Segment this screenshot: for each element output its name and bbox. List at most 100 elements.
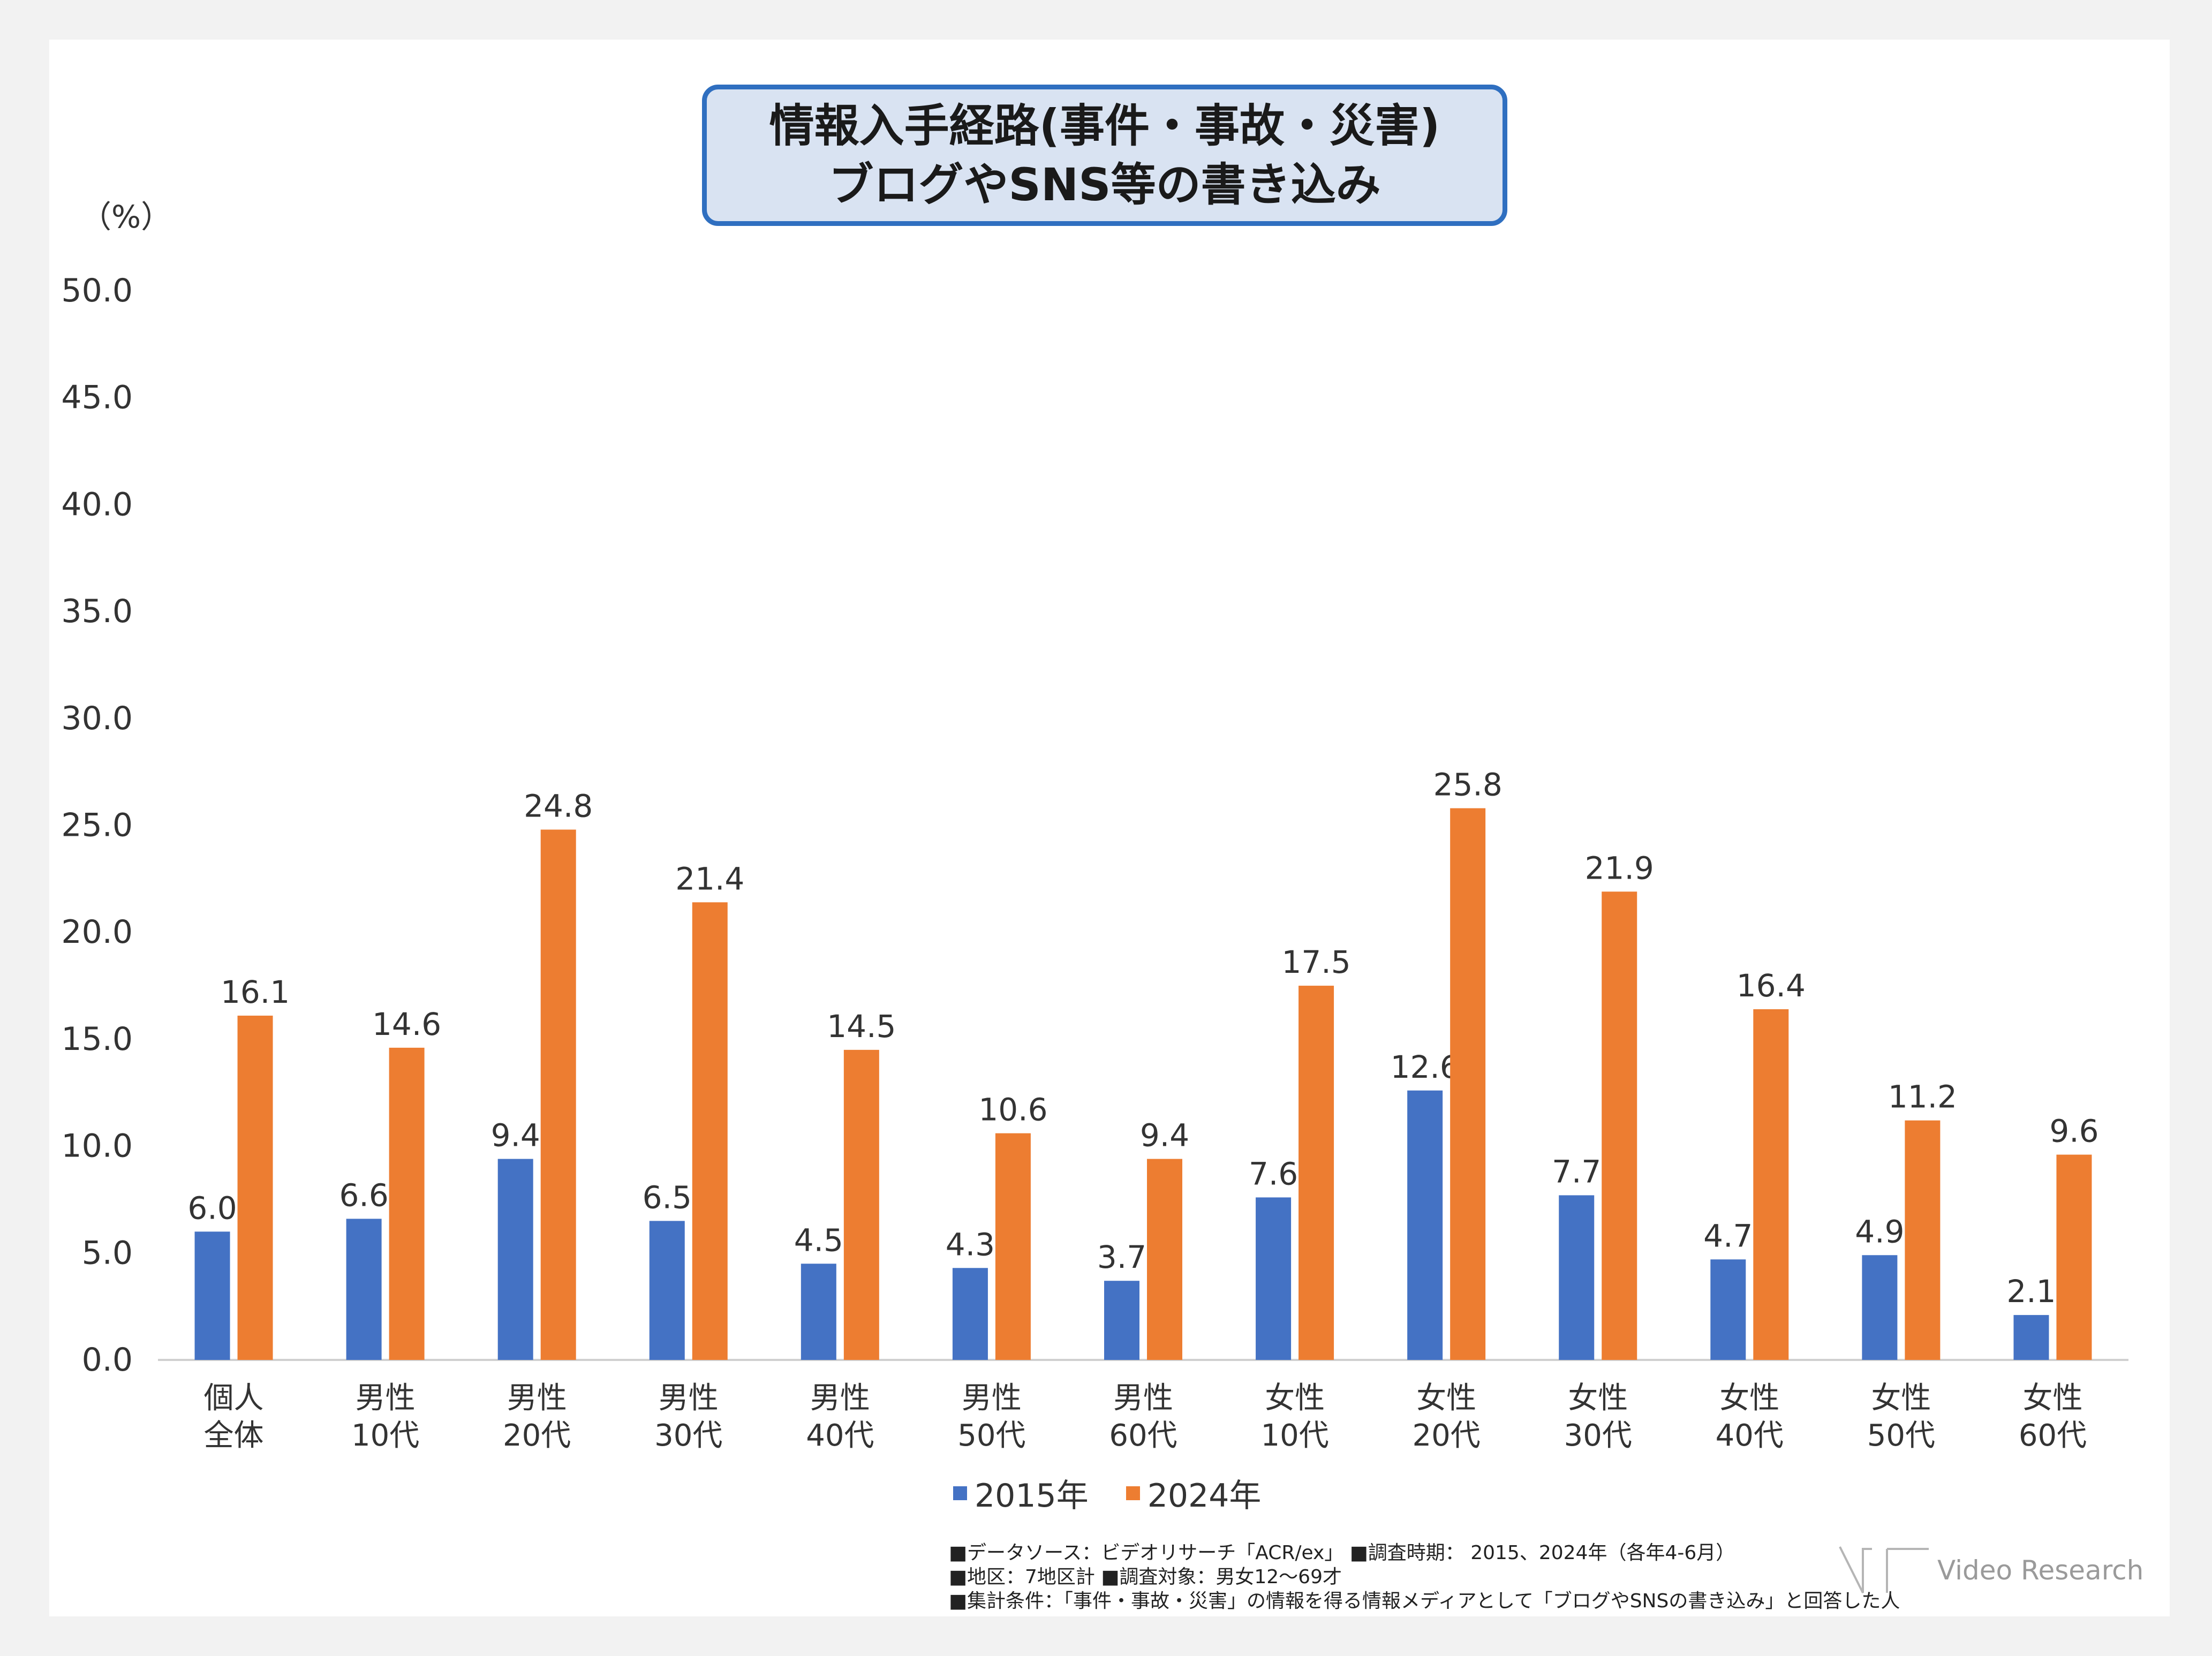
logo-text: Video Research	[1937, 1554, 2144, 1586]
bar-2024年-8	[1450, 808, 1486, 1360]
y-axis-unit: （%）	[80, 199, 172, 235]
data-label: 16.4	[1737, 967, 1806, 1004]
legend-swatch-2015	[953, 1486, 967, 1500]
x-tick-label: 男性	[810, 1381, 870, 1416]
x-tick-label: 男性	[507, 1381, 567, 1416]
x-tick-label: 40代	[806, 1418, 874, 1453]
bar-2024年-5	[995, 1133, 1031, 1360]
y-tick-label: 30.0	[61, 700, 133, 737]
bar-2015年-12	[2013, 1315, 2049, 1360]
data-label: 9.4	[1140, 1117, 1189, 1154]
y-tick-label: 50.0	[61, 272, 133, 309]
bar-2024年-12	[2056, 1154, 2092, 1360]
bar-2015年-0	[194, 1231, 230, 1360]
bar-2015年-10	[1710, 1259, 1746, 1360]
x-tick-label: 20代	[503, 1418, 571, 1453]
data-label: 7.6	[1249, 1155, 1298, 1192]
legend-label-2024: 2024年	[1147, 1477, 1262, 1515]
bar-2024年-3	[692, 902, 728, 1360]
footnote-area: ■地区：7地区計 ■調査対象：男女12～69才	[949, 1566, 1342, 1588]
data-label: 11.2	[1888, 1079, 1957, 1115]
x-tick-label: 20代	[1413, 1418, 1481, 1453]
x-tick-label: 女性	[1568, 1381, 1628, 1416]
bar-2015年-2	[497, 1159, 533, 1360]
x-tick-label: 男性	[356, 1381, 416, 1416]
bar-2024年-10	[1753, 1009, 1789, 1360]
data-label: 2.1	[2006, 1273, 2056, 1310]
chart-title: 情報入手経路(事件・事故・災害)	[769, 100, 1440, 152]
data-label: 9.4	[491, 1117, 540, 1154]
bar-2015年-8	[1407, 1090, 1443, 1360]
x-tick-label: 40代	[1716, 1418, 1784, 1453]
y-tick-label: 10.0	[61, 1128, 133, 1165]
chart-title-box: 情報入手経路(事件・事故・災害) ブログやSNS等の書き込み	[702, 85, 1507, 226]
x-tick-label: 男性	[659, 1381, 719, 1416]
bar-2024年-0	[237, 1015, 273, 1360]
x-tick-label: 50代	[1867, 1418, 1935, 1453]
x-tick-label: 個人	[204, 1381, 264, 1416]
x-tick-label: 男性	[962, 1381, 1022, 1416]
data-label: 4.9	[1855, 1213, 1904, 1250]
data-label: 3.7	[1097, 1239, 1146, 1275]
bar-2015年-9	[1559, 1195, 1595, 1360]
bar-2024年-2	[540, 829, 576, 1360]
legend-item-2024: 2024年	[1126, 1470, 1262, 1516]
legend-label-2015: 2015年	[975, 1477, 1089, 1515]
x-tick-label: 女性	[1871, 1381, 1931, 1416]
bar-2015年-6	[1104, 1281, 1139, 1360]
x-tick-label: 10代	[351, 1418, 419, 1453]
legend: 2015年 2024年	[953, 1470, 1261, 1516]
bar-2024年-9	[1602, 891, 1637, 1360]
bar-2015年-4	[801, 1264, 836, 1360]
x-tick-label: 50代	[957, 1418, 1025, 1453]
x-tick-label: 男性	[1113, 1381, 1173, 1416]
data-label: 25.8	[1433, 767, 1503, 803]
data-label: 6.0	[187, 1190, 237, 1226]
bar-2024年-6	[1147, 1159, 1182, 1360]
data-label: 16.1	[221, 974, 290, 1010]
x-tick-label: 女性	[2022, 1381, 2082, 1416]
data-label: 21.9	[1585, 850, 1654, 886]
video-research-logo: Video Research	[1839, 1545, 2143, 1595]
data-label: 17.5	[1282, 944, 1351, 980]
data-label: 4.3	[946, 1226, 995, 1262]
bar-2024年-7	[1298, 986, 1334, 1360]
y-tick-label: 5.0	[82, 1234, 133, 1272]
data-label: 14.5	[827, 1008, 896, 1045]
data-label: 24.8	[524, 788, 593, 824]
bar-2024年-1	[389, 1047, 425, 1360]
data-label: 6.6	[339, 1177, 388, 1213]
data-label: 7.7	[1552, 1153, 1601, 1190]
legend-item-2015: 2015年	[953, 1470, 1089, 1516]
y-tick-label: 35.0	[61, 593, 133, 630]
x-tick-label: 60代	[1109, 1418, 1177, 1453]
bar-2024年-11	[1905, 1120, 1941, 1360]
x-tick-label: 女性	[1719, 1381, 1779, 1416]
data-label: 9.6	[2049, 1113, 2098, 1150]
footnotes: ■データソース：ビデオリサーチ「ACR/ex」 ■調査時期： 2015、2024…	[949, 1541, 1900, 1613]
bar-2024年-4	[843, 1049, 879, 1360]
x-tick-label: 60代	[2019, 1418, 2087, 1453]
y-tick-label: 25.0	[61, 807, 133, 844]
y-tick-label: 15.0	[61, 1020, 133, 1058]
logo-mark-icon	[1839, 1546, 1929, 1593]
footnote-source: ■データソース：ビデオリサーチ「ACR/ex」 ■調査時期： 2015、2024…	[949, 1542, 1735, 1564]
bar-2015年-7	[1256, 1197, 1292, 1360]
legend-swatch-2024	[1126, 1486, 1140, 1500]
x-tick-label: 女性	[1265, 1381, 1325, 1416]
x-tick-label: 女性	[1416, 1381, 1476, 1416]
x-tick-label: 30代	[654, 1418, 722, 1453]
data-label: 14.6	[372, 1006, 441, 1042]
y-tick-label: 20.0	[61, 913, 133, 951]
y-tick-label: 40.0	[61, 486, 133, 523]
x-tick-label: 全体	[204, 1418, 264, 1453]
bar-2015年-5	[952, 1268, 988, 1360]
data-label: 10.6	[978, 1092, 1047, 1128]
data-label: 12.6	[1391, 1049, 1460, 1085]
y-tick-label: 45.0	[61, 379, 133, 417]
y-tick-label: 0.0	[82, 1341, 133, 1379]
footnote-condition: ■集計条件：「事件・事故・災害」の情報を得る情報メディアとして「ブログやSNSの…	[949, 1590, 1900, 1612]
x-tick-label: 10代	[1260, 1418, 1328, 1453]
bar-2015年-3	[649, 1221, 685, 1360]
